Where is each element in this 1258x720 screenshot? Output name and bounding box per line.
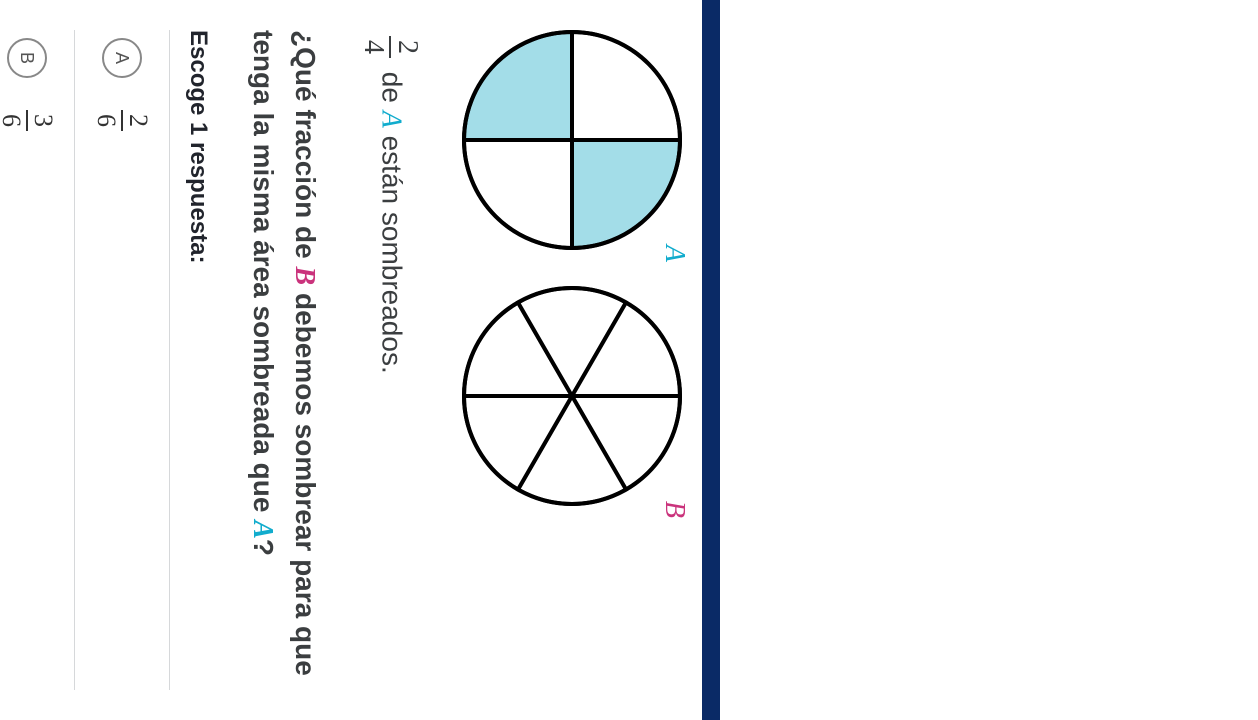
circle-b (462, 286, 682, 506)
choice-a[interactable]: A 2 6 (75, 30, 170, 690)
choice-fraction: 3 6 (0, 110, 56, 131)
question-var-b: B (289, 267, 320, 286)
choice-frac-den: 6 (93, 114, 121, 127)
question-var-a: A (247, 520, 278, 539)
circle-a (462, 30, 682, 250)
circle-b-wrap: B (457, 286, 682, 506)
statement-text: 2 4 de A están sombreados. (359, 30, 421, 690)
choice-bubble: B (7, 38, 47, 78)
circle-a-wrap: A (457, 30, 682, 250)
exercise-content: A B 2 4 de A están sombreados. ¿Qué frac… (0, 0, 702, 720)
question-p3: ? (248, 539, 279, 556)
choice-b[interactable]: B 3 6 (0, 30, 75, 690)
circles-row: A B (457, 30, 682, 690)
statement-var-a: A (376, 111, 407, 128)
circle-b-label: B (658, 501, 690, 518)
statement-tail: están sombreados. (377, 128, 408, 374)
choice-fraction: 2 6 (93, 110, 151, 131)
statement-fraction: 2 4 (359, 36, 421, 58)
question-p1: ¿Qué fracción de (290, 30, 321, 267)
choice-frac-den: 6 (0, 114, 26, 127)
top-bar (702, 0, 720, 720)
statement-frac-den: 4 (359, 40, 389, 54)
circle-a-label: A (658, 245, 690, 262)
question-text: ¿Qué fracción de B debemos sombrear para… (242, 30, 325, 690)
choice-frac-num: 3 (26, 110, 56, 131)
statement-frac-num: 2 (389, 36, 421, 58)
statement-mid: de (377, 64, 408, 111)
choice-frac-num: 2 (121, 110, 151, 131)
instruction-text: Escoge 1 respuesta: (184, 30, 212, 690)
choice-bubble: A (102, 38, 142, 78)
choices-list: A 2 6 B 3 6 C 4 6 (0, 30, 170, 690)
